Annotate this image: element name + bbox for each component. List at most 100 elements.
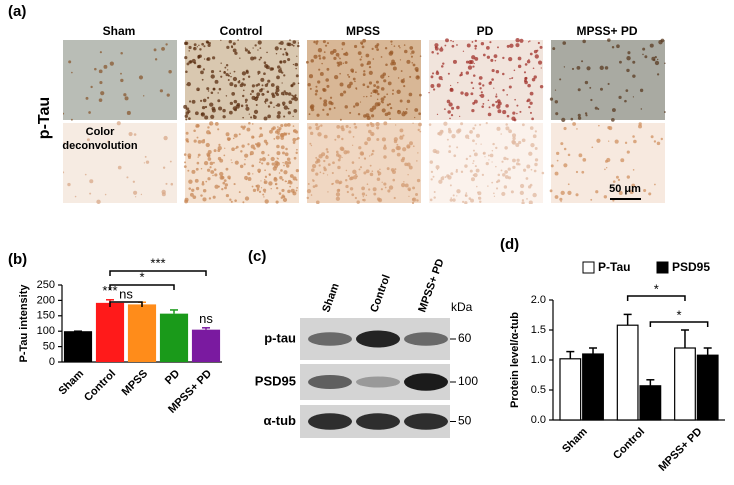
stain <box>501 160 504 163</box>
stain <box>296 186 298 189</box>
stain <box>187 153 192 158</box>
stain <box>399 128 404 133</box>
stain <box>306 189 312 194</box>
stain <box>607 125 611 130</box>
stain <box>368 188 371 191</box>
stain <box>260 180 262 182</box>
stain <box>485 122 488 125</box>
stain <box>243 83 246 87</box>
stain <box>561 117 566 122</box>
stain <box>233 133 238 138</box>
stain <box>376 85 380 89</box>
stain <box>471 41 474 43</box>
stain <box>353 105 356 108</box>
stain <box>234 108 238 112</box>
stain <box>210 170 215 174</box>
stain <box>656 73 660 76</box>
blot-band <box>356 330 400 348</box>
stain <box>266 51 268 54</box>
stain <box>510 190 514 194</box>
stain <box>577 116 582 120</box>
bracket-label: * <box>676 307 681 322</box>
stain <box>201 182 205 186</box>
stain <box>287 182 289 185</box>
micrograph <box>63 40 177 120</box>
stain <box>277 111 281 115</box>
stain <box>432 88 436 91</box>
stain <box>530 168 533 171</box>
stain <box>508 129 512 134</box>
stain <box>193 61 197 65</box>
stain <box>231 92 236 96</box>
stain <box>435 71 440 75</box>
stain <box>322 40 326 44</box>
stain <box>70 118 73 121</box>
stain <box>529 52 533 56</box>
stain <box>529 40 531 42</box>
stain <box>582 39 586 44</box>
stain <box>475 143 477 145</box>
stain <box>554 171 559 176</box>
stain <box>363 95 365 98</box>
kda-label: 60 <box>458 331 472 345</box>
stain <box>326 150 329 154</box>
stain <box>504 146 508 150</box>
stain <box>320 124 323 127</box>
stain <box>497 109 502 114</box>
stain <box>361 45 365 49</box>
stain <box>245 70 249 74</box>
stain <box>250 116 253 119</box>
stain <box>257 40 262 45</box>
stain <box>529 183 533 187</box>
stain <box>319 171 322 174</box>
y-tick-label: 1.5 <box>531 324 546 336</box>
stain <box>261 150 265 155</box>
stain <box>473 152 478 157</box>
stain <box>534 162 538 167</box>
stain <box>617 178 621 181</box>
stain <box>401 111 406 117</box>
stain <box>512 165 516 170</box>
stain <box>470 177 475 182</box>
stain <box>456 195 458 197</box>
stain <box>447 175 452 180</box>
stain <box>472 160 475 162</box>
stain <box>292 40 297 44</box>
stain <box>393 137 398 142</box>
stain <box>449 198 453 202</box>
stain <box>431 50 434 54</box>
stain <box>650 135 654 139</box>
stain <box>263 72 266 76</box>
stain <box>287 42 292 47</box>
stain <box>512 136 516 141</box>
stain <box>275 52 278 55</box>
stain <box>315 40 319 43</box>
stain <box>417 128 420 132</box>
stain <box>581 60 584 63</box>
stain <box>245 106 250 111</box>
stain <box>89 179 94 184</box>
stain <box>436 113 439 116</box>
stain <box>596 138 601 143</box>
stain <box>418 122 422 127</box>
stain <box>315 126 320 131</box>
stain <box>474 47 477 50</box>
stain <box>375 121 380 127</box>
stain <box>98 69 103 74</box>
stain <box>452 198 456 202</box>
stain <box>282 53 285 56</box>
stain <box>607 38 611 42</box>
stain <box>322 172 325 175</box>
stain <box>519 38 524 43</box>
stain <box>322 56 326 60</box>
stain <box>203 45 206 48</box>
stain <box>649 43 654 48</box>
stain <box>585 114 588 117</box>
stain <box>207 177 211 181</box>
bracket-label: ns <box>119 286 133 301</box>
stain <box>409 141 413 146</box>
stain <box>99 80 103 85</box>
stain <box>281 82 283 84</box>
stain <box>217 145 222 151</box>
stain <box>241 71 247 76</box>
